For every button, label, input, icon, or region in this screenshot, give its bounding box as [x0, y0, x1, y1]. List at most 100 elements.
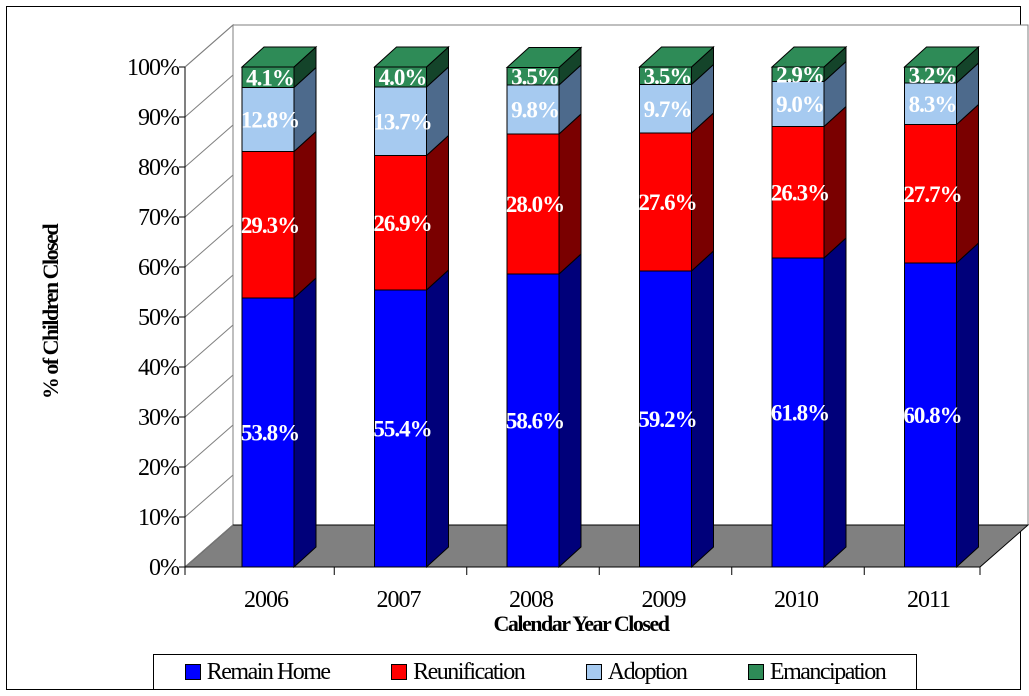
data-label: 60.8%: [903, 403, 961, 428]
side-wall-gridline: [184, 324, 234, 368]
legend-label: Remain Home: [206, 658, 331, 685]
data-label: 8.3%: [909, 92, 957, 117]
x-axis-title: Calendar Year Closed: [494, 611, 670, 636]
bar-front: [639, 132, 692, 272]
bar-top: [505, 47, 583, 68]
y-tick-label: 10%: [138, 505, 180, 531]
bar-front: [506, 273, 560, 568]
legend-swatch: [747, 664, 764, 680]
data-label: 4.1%: [246, 65, 294, 90]
bar-emancipation-2009: [638, 45, 715, 86]
data-label: 55.4%: [373, 417, 431, 442]
data-label: 4.0%: [379, 65, 427, 90]
data-label: 26.3%: [771, 180, 829, 205]
bar-adoption-2010: [771, 60, 847, 128]
data-label: 53.8%: [241, 421, 299, 446]
bar-emancipation-2006: [240, 45, 318, 89]
x-tick-label: 2006: [244, 587, 289, 613]
bar-front: [241, 151, 295, 299]
data-label: 12.8%: [241, 108, 299, 133]
x-tick-label: 2011: [907, 587, 950, 613]
y-tick-label: 60%: [138, 255, 180, 281]
legend-item-emancipation: Emancipation: [747, 658, 887, 686]
bar-top: [903, 46, 980, 68]
side-wall-gridline: [184, 474, 234, 518]
side-wall-gridline: [184, 274, 234, 318]
data-label: 13.7%: [373, 109, 431, 134]
bar-top: [770, 46, 848, 68]
data-label: 9.8%: [511, 98, 559, 123]
x-tick-label: 2009: [642, 587, 687, 613]
legend-label: Adoption: [607, 658, 688, 685]
side-wall-gridline: [184, 524, 234, 568]
bar-adoption-2008: [506, 63, 582, 136]
bar-remain-home-2006: [241, 276, 317, 569]
side-wall-gridline: [184, 424, 234, 468]
data-label: 2.9%: [776, 62, 824, 87]
bar-adoption-2006: [241, 66, 317, 153]
x-tick-label: 2008: [509, 587, 554, 613]
side-wall-gridline: [184, 24, 234, 68]
data-label: 58.6%: [506, 409, 564, 434]
data-label: 27.7%: [903, 182, 961, 207]
bar-front: [374, 289, 427, 568]
bar-remain-home-2007: [374, 268, 449, 569]
bar-top: [240, 46, 318, 68]
bar-front: [374, 155, 427, 291]
y-tick-label: 30%: [138, 405, 180, 431]
bar-remain-home-2009: [639, 249, 714, 569]
bar-reunification-2007: [374, 134, 449, 292]
legend-swatch: [585, 664, 602, 680]
legend-item-remain-home: Remain Home: [184, 658, 331, 686]
side-wall-gridline: [184, 374, 234, 418]
data-label: 9.7%: [644, 97, 692, 122]
bar-emancipation-2008: [505, 46, 583, 87]
legend-swatch: [391, 664, 408, 680]
bar-front: [374, 86, 427, 156]
bar-top: [373, 46, 450, 68]
bar-emancipation-2010: [770, 45, 848, 83]
legend-label: Reunification: [413, 658, 526, 685]
bar-emancipation-2007: [373, 45, 450, 89]
y-tick-label: 50%: [138, 305, 180, 331]
y-tick-label: 20%: [138, 455, 180, 481]
bar-adoption-2009: [639, 63, 714, 135]
data-label: 29.3%: [241, 213, 299, 238]
bar-reunification-2009: [639, 111, 714, 273]
side-wall-gridline: [184, 174, 234, 218]
bar-reunification-2006: [241, 130, 317, 300]
bar-front: [639, 270, 692, 568]
x-tick-label: 2007: [377, 587, 422, 613]
legend-label: Emancipation: [769, 658, 887, 685]
data-label: 28.0%: [506, 192, 564, 217]
data-label: 59.2%: [638, 407, 696, 432]
bar-top: [638, 46, 715, 68]
chart-legend: Remain Home Reunification Adoption Emancipa…: [153, 654, 917, 690]
legend-item-adoption: Adoption: [585, 658, 688, 686]
bar-adoption-2007: [374, 65, 449, 157]
y-tick-label: 100%: [127, 55, 180, 81]
legend-item-reunification: Reunification: [391, 658, 526, 686]
x-tick-label: 2010: [774, 587, 819, 613]
bar-front: [771, 81, 825, 127]
legend-swatch: [184, 664, 201, 680]
bar-reunification-2008: [506, 112, 582, 276]
data-label: 9.0%: [776, 92, 824, 117]
y-tick-label: 0%: [149, 555, 180, 581]
data-label: 3.2%: [909, 63, 957, 88]
bar-front: [506, 133, 560, 275]
data-label: 27.6%: [638, 190, 696, 215]
bar-remain-home-2008: [506, 252, 582, 569]
data-label: 61.8%: [771, 401, 829, 426]
data-label: 3.5%: [644, 64, 692, 89]
y-axis-title: % of Children Closed: [38, 224, 63, 400]
side-wall-gridline: [184, 124, 234, 168]
y-tick-label: 40%: [138, 355, 180, 381]
side-wall-gridline: [184, 74, 234, 118]
bar-front: [241, 297, 295, 568]
y-tick-label: 80%: [138, 155, 180, 181]
data-label: 26.9%: [373, 211, 431, 236]
y-tick-label: 70%: [138, 205, 180, 231]
bar-emancipation-2011: [903, 45, 980, 85]
